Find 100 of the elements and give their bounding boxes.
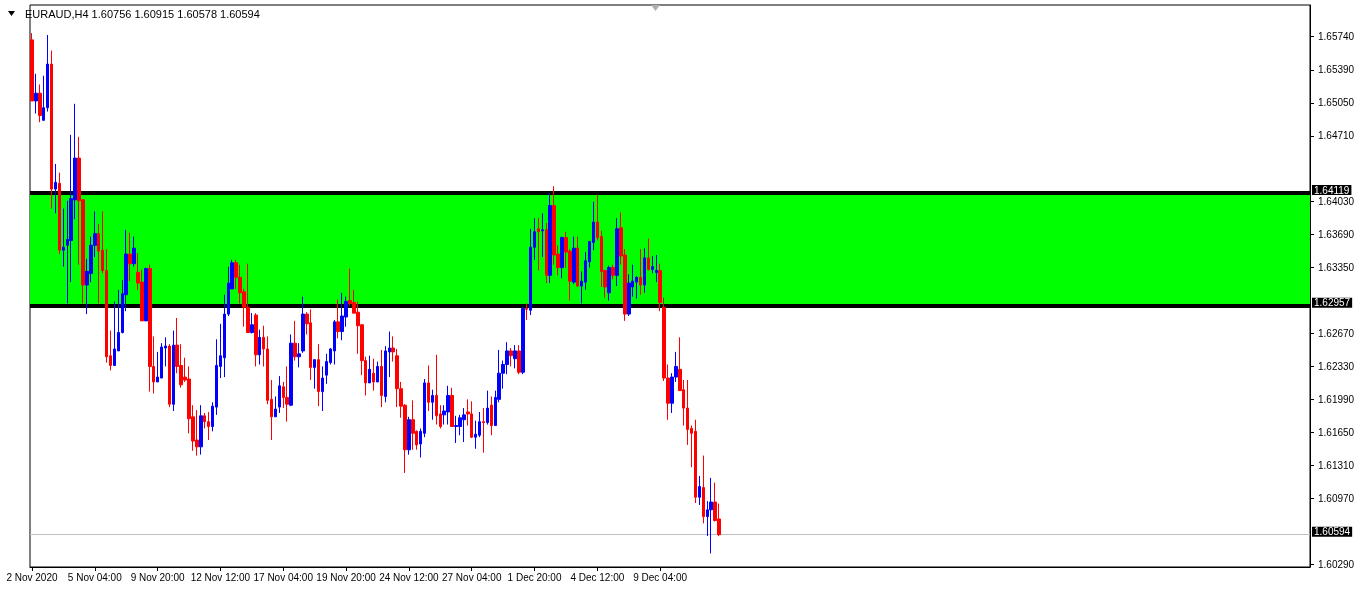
candlestick	[274, 395, 277, 418]
x-tick-label: 9 Dec 04:00	[633, 571, 688, 583]
candlestick	[450, 387, 454, 427]
candlestick	[607, 265, 611, 302]
candlestick	[709, 477, 713, 554]
candlestick	[509, 347, 513, 367]
candlestick	[336, 299, 340, 339]
candlestick	[470, 400, 473, 439]
x-tick-label: 4 Dec 12:00	[570, 571, 625, 583]
candlestick	[446, 385, 450, 426]
candlestick	[411, 399, 415, 451]
ref-line-label: 1.64119	[1314, 184, 1350, 196]
candlestick	[368, 355, 371, 384]
candlestick	[407, 416, 411, 456]
candlestick	[172, 330, 175, 412]
candlestick	[289, 333, 293, 407]
x-tick-label: 9 Nov 20:00	[130, 571, 185, 583]
candlestick	[50, 50, 53, 209]
y-tick-label: 1.64710	[1318, 130, 1355, 142]
candlestick	[34, 73, 38, 115]
candlestick	[278, 375, 281, 414]
y-tick-label: 1.64030	[1318, 196, 1355, 208]
chart-title: EURAUD,H4 1.60756 1.60915 1.60578 1.60594	[25, 7, 260, 20]
y-tick-label: 1.60290	[1318, 558, 1355, 570]
candlestick	[521, 306, 525, 375]
candlestick	[694, 419, 697, 504]
candlestick	[321, 365, 324, 412]
candlestick	[128, 232, 132, 282]
candlestick	[246, 263, 250, 334]
candlestick	[462, 407, 466, 443]
x-tick-label: 2 Nov 2020	[6, 571, 58, 583]
candlestick	[38, 83, 42, 123]
candlestick	[54, 163, 57, 214]
candlestick	[132, 236, 136, 268]
candlestick	[30, 32, 34, 102]
candlestick	[454, 415, 458, 444]
ref-line-label: 1.62957	[1314, 297, 1351, 309]
candlestick	[372, 358, 375, 392]
candlestick	[643, 247, 646, 294]
candlestick	[301, 296, 305, 354]
candlestick	[313, 359, 316, 390]
candlestick	[435, 354, 438, 426]
candlestick	[380, 349, 383, 408]
x-tick-label: 1 Dec 20:00	[507, 571, 562, 583]
candlestick	[376, 361, 379, 383]
x-tick-label: 17 Nov 04:00	[253, 571, 314, 583]
candlestick	[655, 254, 658, 283]
candlestick	[486, 390, 489, 426]
candlestick	[258, 329, 261, 365]
candlestick	[560, 236, 564, 279]
candlestick	[490, 395, 493, 436]
y-tick-label: 1.61310	[1318, 459, 1355, 471]
candlestick	[647, 238, 650, 271]
candlestick	[340, 292, 344, 341]
candlestick	[144, 267, 148, 322]
candlestick	[537, 217, 540, 271]
y-tick-label: 1.62670	[1318, 327, 1355, 339]
x-tick-label: 5 Nov 04:00	[67, 571, 123, 583]
x-tick-label: 19 Nov 20:00	[316, 571, 377, 583]
candlestick	[195, 409, 199, 457]
candlestick	[615, 217, 619, 287]
candlestick	[639, 248, 642, 296]
candlestick	[62, 207, 65, 268]
candlestick	[541, 212, 544, 258]
x-tick-label: 27 Nov 04:00	[441, 571, 502, 583]
candlestick	[651, 255, 654, 274]
y-tick-label: 1.61650	[1318, 426, 1355, 438]
candlestick	[698, 475, 701, 506]
x-tick-label: 12 Nov 12:00	[190, 571, 251, 583]
candlestick	[525, 302, 528, 321]
candlestick	[427, 364, 430, 412]
candlestick	[576, 236, 579, 288]
candlestick	[58, 172, 61, 255]
candlestick	[293, 320, 297, 362]
y-tick-label: 1.60970	[1318, 492, 1355, 504]
candlestick	[148, 264, 152, 393]
y-tick-label: 1.65390	[1318, 64, 1355, 76]
candlestick	[317, 343, 320, 407]
candlestick	[517, 344, 521, 375]
ref-line-label: 1.60594	[1314, 526, 1351, 538]
candlestick	[572, 236, 576, 285]
candlestick	[545, 222, 548, 284]
y-tick-label: 1.63350	[1318, 262, 1355, 274]
candlestick	[702, 455, 705, 524]
x-tick-label: 24 Nov 12:00	[379, 571, 440, 583]
candlestick	[548, 192, 552, 284]
candlestick	[611, 264, 615, 280]
y-tick-label: 1.65740	[1318, 30, 1355, 42]
candlestick	[254, 312, 258, 367]
candlestick	[168, 343, 171, 408]
y-tick-label: 1.63690	[1318, 229, 1355, 241]
candlestick	[431, 389, 434, 421]
candlestick	[513, 344, 517, 369]
candlestick	[207, 411, 210, 441]
y-tick-label: 1.61990	[1318, 393, 1355, 405]
candlestick	[285, 365, 289, 423]
candlestick	[333, 319, 336, 365]
candlestick	[482, 407, 485, 454]
y-tick-label: 1.62330	[1318, 360, 1355, 372]
candlestick	[199, 404, 203, 456]
